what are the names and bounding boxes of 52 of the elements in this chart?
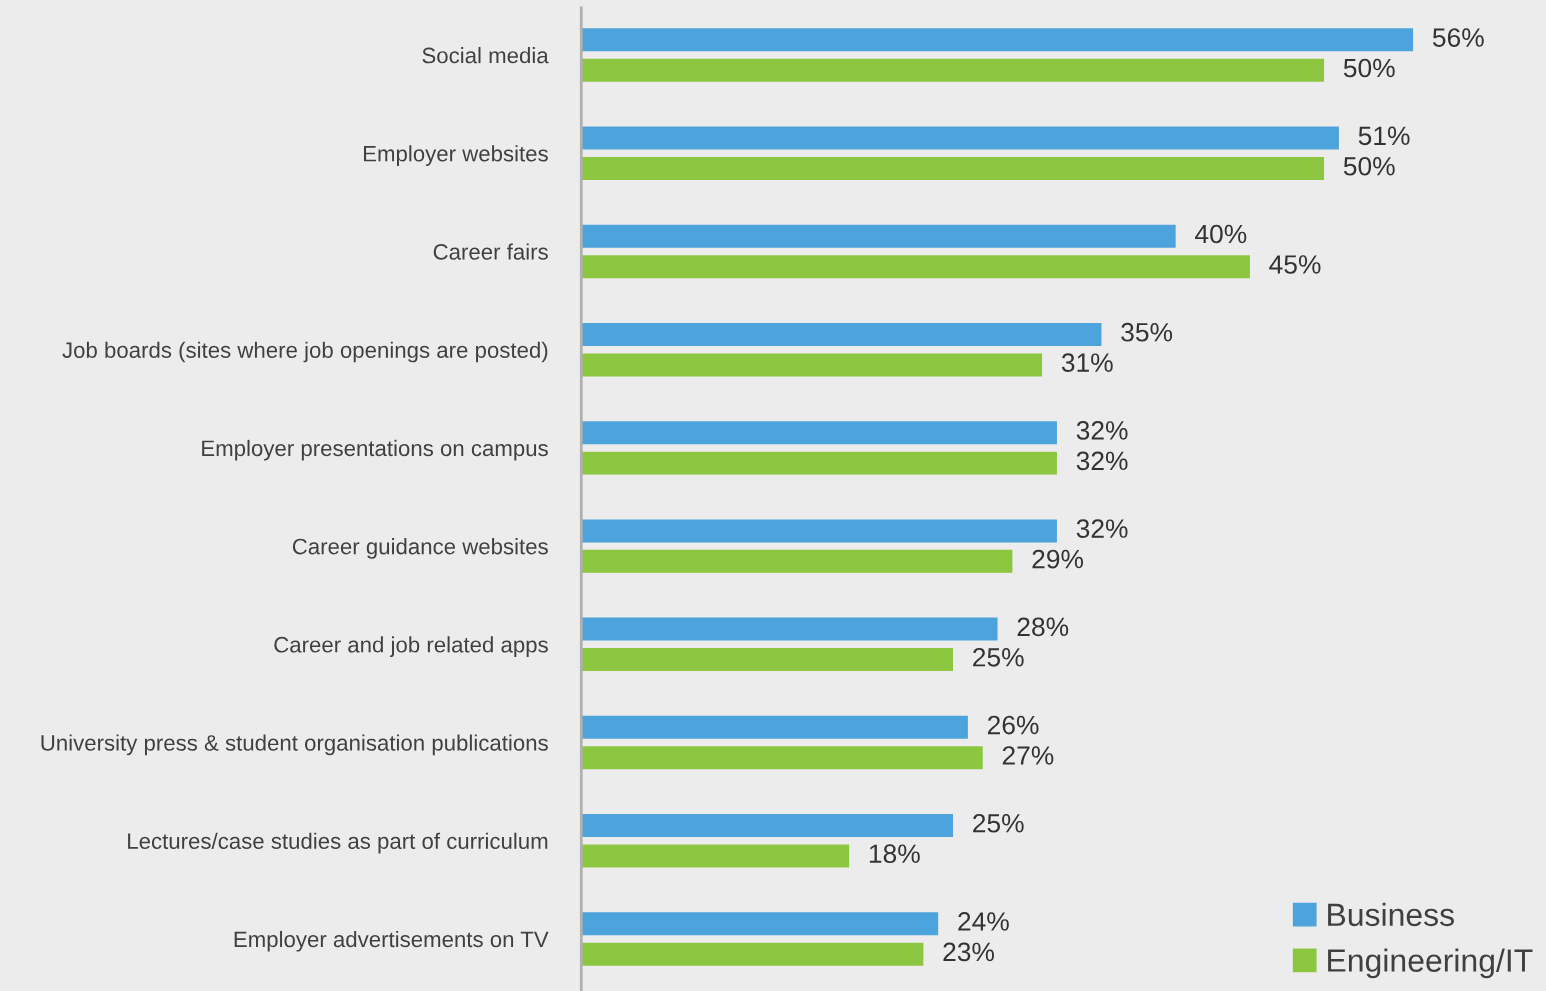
bar (581, 126, 1339, 150)
bar (581, 28, 1414, 52)
bar (581, 451, 1057, 475)
y-tick-label: Career guidance websites (292, 538, 548, 559)
y-tick-label: Job boards (sites where job openings are posted) (62, 341, 548, 363)
y-tick-label: Employer websites (364, 145, 548, 166)
data-label: 25% (973, 647, 1024, 667)
bar (581, 814, 954, 838)
bar (581, 715, 968, 739)
data-label: 32% (1076, 519, 1128, 538)
data-label: 32% (1076, 451, 1128, 471)
bar (581, 844, 850, 868)
data-label: 51% (1358, 126, 1410, 146)
y-tick-label: Career and job related apps (274, 636, 548, 657)
legend-label: Engineering/IT (1328, 948, 1533, 979)
y-tick-label: Employer advertisements on TV (234, 930, 549, 952)
bar (581, 912, 939, 936)
y-tick-label: Career fairs (433, 243, 548, 260)
data-label: 18% (869, 844, 920, 864)
y-tick-label: University press & student organisation publications (41, 734, 548, 756)
data-label: 50% (1343, 156, 1395, 176)
bar (581, 421, 1057, 445)
data-label: 40% (1195, 224, 1247, 244)
y-tick-label: Lectures/case studies as part of curriculum (128, 832, 548, 854)
bar (581, 746, 983, 770)
data-label: 25% (973, 813, 1024, 833)
y-tick-label: Employer presentations on campus (202, 439, 548, 461)
bar (581, 519, 1057, 543)
data-label: 50% (1343, 58, 1395, 78)
data-label: 27% (1002, 746, 1054, 765)
bar (581, 353, 1043, 377)
bar (581, 58, 1325, 82)
legend-label: Business (1328, 902, 1454, 927)
bar (581, 255, 1250, 279)
data-label: 23% (943, 942, 994, 962)
bar (581, 617, 998, 641)
y-tick-label: Social media (422, 47, 549, 64)
data-label: 56% (1432, 28, 1484, 47)
data-label: 45% (1269, 255, 1321, 274)
bar (581, 224, 1176, 248)
data-label: 26% (987, 715, 1039, 735)
data-label: 31% (1061, 353, 1113, 372)
data-label: 28% (1017, 617, 1069, 637)
bar (581, 648, 954, 672)
bar (581, 549, 1013, 573)
bar (581, 157, 1325, 180)
data-label: 32% (1076, 421, 1128, 440)
data-label: 24% (958, 912, 1009, 931)
bar (581, 322, 1102, 346)
bar (581, 942, 924, 966)
data-label: 35% (1121, 322, 1173, 342)
data-label: 29% (1032, 549, 1084, 569)
